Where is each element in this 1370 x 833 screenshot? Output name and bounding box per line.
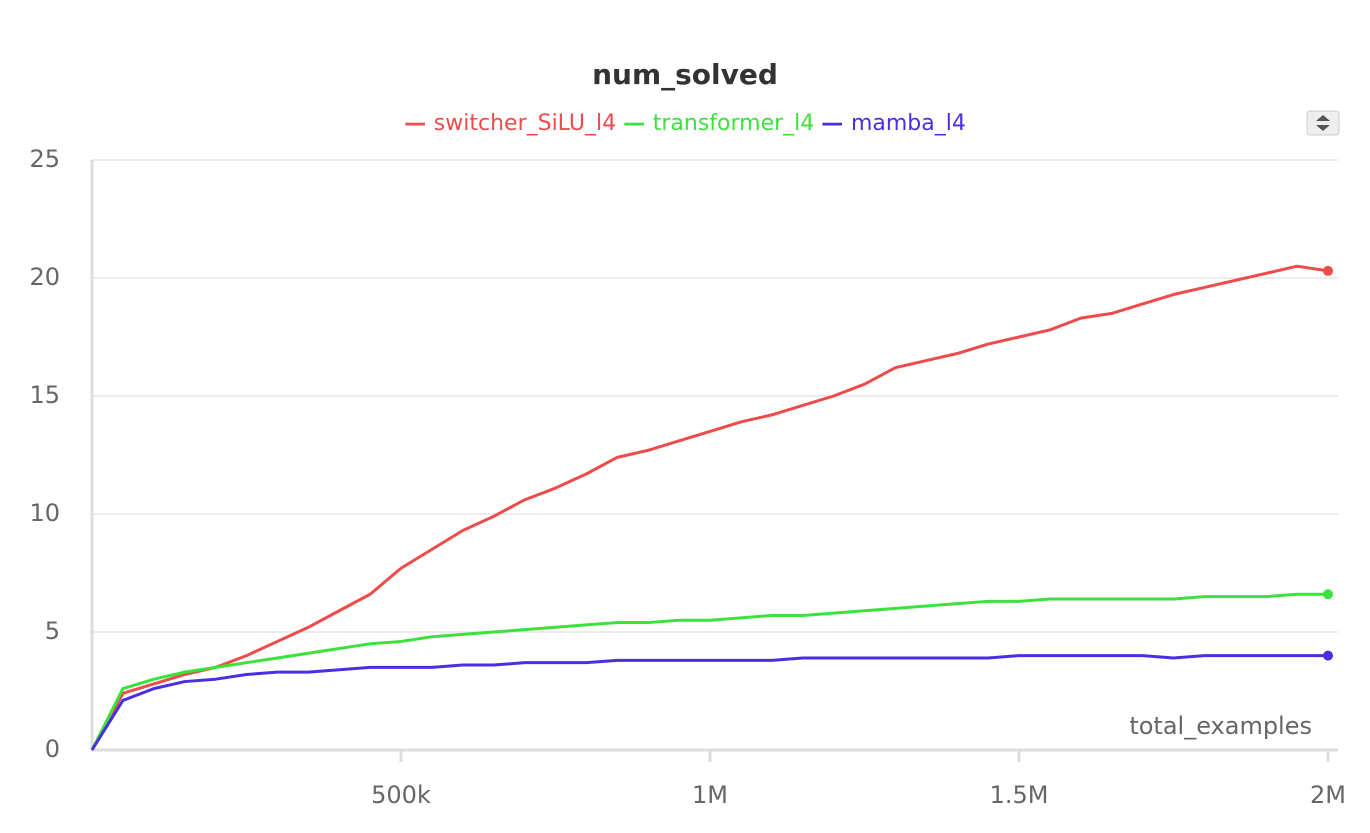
x-tick-label: 1M [692,781,728,809]
x-tick-label: 500k [371,781,431,809]
x-axis-label: total_examples [1129,712,1312,740]
line [90,654,1328,751]
y-tick-label: 20 [29,263,60,291]
line [90,264,1329,751]
end-point [1323,265,1333,276]
legend-gap [814,111,821,136]
legend-label: switcher_SiLU_l4 [434,111,616,136]
legend-label: transformer_l4 [653,111,815,136]
x-tick-label: 1.5M [990,781,1049,809]
end-point [1323,589,1333,600]
legend-gap [616,111,623,136]
legend-swatch: — [404,111,434,136]
y-tick-label: 10 [29,499,60,527]
y-tick-label: 15 [29,381,60,409]
legend-swatch: — [821,111,851,136]
y-tick-label: 0 [45,735,60,763]
legend-label: mamba_l4 [851,111,966,136]
legend-swatch: — [623,111,653,136]
chart-title: num_solved [592,58,778,91]
y-tick-label: 25 [29,145,60,173]
sort-button[interactable] [1306,110,1340,136]
end-point [1323,650,1333,661]
line [90,592,1328,751]
legend: — switcher_SiLU_l4 — transformer_l4 — ma… [404,111,966,136]
x-tick-label: 2M [1310,781,1346,809]
y-tick-label: 5 [45,617,60,645]
